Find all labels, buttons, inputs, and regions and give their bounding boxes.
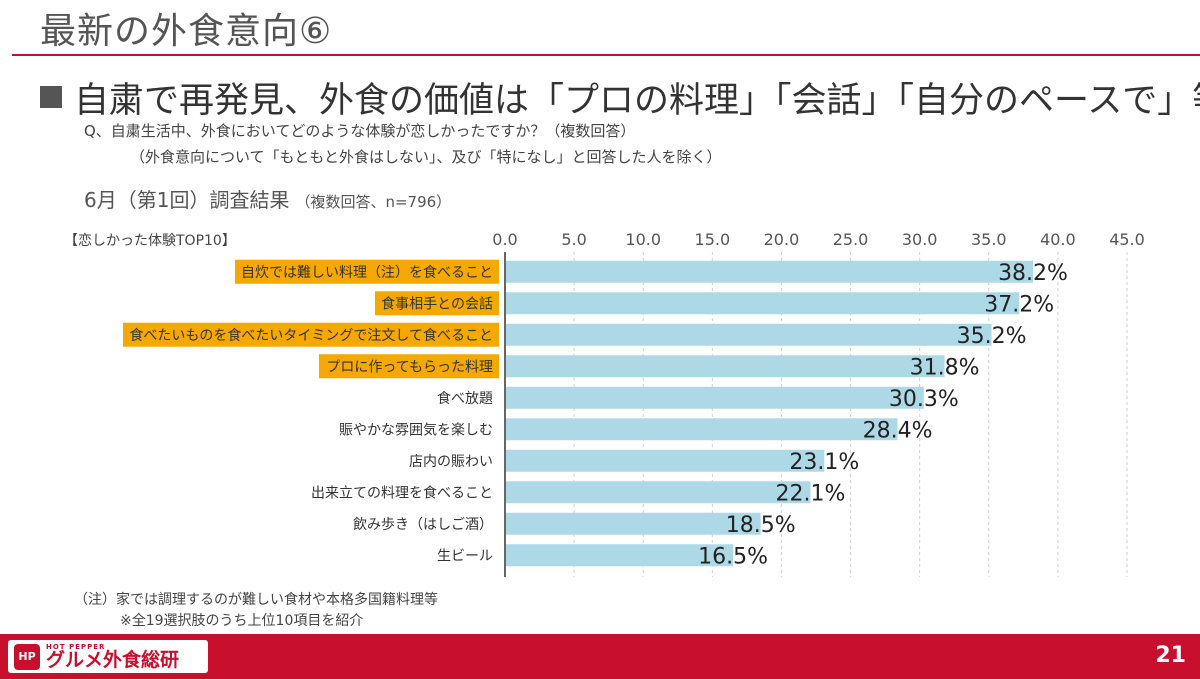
value-label: 38.2% xyxy=(998,261,1068,286)
question-line-2: （外食意向について「もともと外食はしない」、及び「特になし」と回答した人を除く） xyxy=(130,148,722,166)
bar xyxy=(505,386,924,409)
value-label: 16.5% xyxy=(698,544,768,569)
category-highlight xyxy=(235,259,499,284)
page-number: 21 xyxy=(1155,643,1186,668)
tick-label: 15.0 xyxy=(695,230,731,249)
category-highlight xyxy=(375,291,499,316)
tick-label: 10.0 xyxy=(625,230,661,249)
footnote-2: ※全19選択肢のうち上位10項目を紹介 xyxy=(120,613,364,629)
category-label: 店内の賑わい xyxy=(409,454,493,470)
category-label: 生ビール xyxy=(437,548,493,564)
category-label: 賑やかな雰囲気を楽しむ xyxy=(339,422,493,438)
tick-label: 20.0 xyxy=(764,230,800,249)
footnotes: （注）家では調理するのが難しい食材や本格多国籍料理等 ※全19選択肢のうち上位1… xyxy=(74,590,438,632)
bar xyxy=(505,355,945,378)
chart-caption: 【恋しかった体験TOP10】 xyxy=(64,233,236,249)
footer-bar: HP HOT PEPPER グルメ外食総研 21 xyxy=(0,634,1200,679)
tick-label: 5.0 xyxy=(561,230,586,249)
brand-logo: HP HOT PEPPER グルメ外食総研 xyxy=(8,640,208,673)
bar xyxy=(505,292,1020,315)
category-label: 飲み歩き（はしご酒） xyxy=(353,517,493,533)
value-label: 23.1% xyxy=(789,450,859,475)
category-label: 食事相手との会話 xyxy=(381,295,493,312)
category-highlight xyxy=(123,322,499,347)
value-label: 35.2% xyxy=(957,324,1027,349)
title-divider xyxy=(12,54,1200,56)
logo-mark-icon: HP xyxy=(14,643,40,670)
bar xyxy=(505,260,1034,283)
logo-text: グルメ外食総研 xyxy=(46,648,180,671)
survey-heading: 6月（第1回）調査結果 （複数回答、n=796） xyxy=(84,184,451,213)
category-label: 食べたいものを食べたいタイミングで注文して食べること xyxy=(129,327,493,344)
bar xyxy=(505,323,992,346)
tick-label: 30.0 xyxy=(902,230,938,249)
headline: 自粛で再発見、外食の価値は「プロの料理」「会話」「自分のペースで」等 xyxy=(40,72,1200,123)
value-label: 18.5% xyxy=(726,513,796,538)
tick-label: 0.0 xyxy=(492,230,517,249)
logo-small-text: HOT PEPPER xyxy=(46,642,106,651)
category-highlight xyxy=(319,354,499,379)
tick-label: 35.0 xyxy=(971,230,1007,249)
footnote-1: （注）家では調理するのが難しい食材や本格多国籍料理等 xyxy=(74,592,438,608)
question-line-1: Q、自粛生活中、外食においてどのような体験が恋しかったですか？（複数回答） xyxy=(84,122,636,140)
category-label: プロに作ってもらった料理 xyxy=(326,359,493,375)
page-title: 最新の外食意向⑥ xyxy=(40,11,333,52)
tick-label: 45.0 xyxy=(1109,230,1145,249)
value-label: 31.8% xyxy=(910,355,980,380)
category-label: 出来立ての料理を食べること xyxy=(311,484,493,501)
bar xyxy=(505,512,761,535)
bar xyxy=(505,449,825,472)
category-label: 食べ放題 xyxy=(437,390,493,407)
survey-title: 6月（第1回）調査結果 xyxy=(84,188,290,212)
tick-label: 40.0 xyxy=(1040,230,1076,249)
value-label: 37.2% xyxy=(984,292,1054,317)
bar-chart: 0.0 5.0 10.0 15.0 20.0 25.0 30.0 35.0 40.0 45.0 自炊… xyxy=(123,230,1145,577)
survey-note: （複数回答、n=796） xyxy=(295,193,452,211)
bar xyxy=(505,544,734,567)
bar xyxy=(505,418,898,441)
value-label: 28.4% xyxy=(863,418,933,443)
headline-text: 自粛で再発見、外食の価値は「プロの料理」「会話」「自分のペースで」等 xyxy=(74,81,1200,121)
tick-label: 25.0 xyxy=(833,230,869,249)
square-bullet-icon xyxy=(40,86,62,108)
value-label: 22.1% xyxy=(776,481,846,506)
category-label: 自炊では難しい料理（注）を食べること xyxy=(241,264,493,281)
value-label: 30.3% xyxy=(889,387,959,412)
bar xyxy=(505,481,811,504)
